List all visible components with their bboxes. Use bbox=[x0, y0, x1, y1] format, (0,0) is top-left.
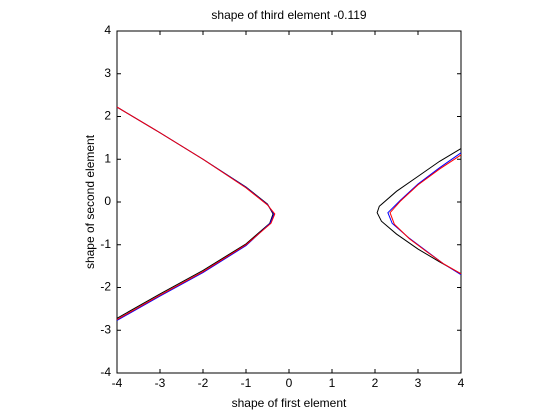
y-tick-label: -1 bbox=[100, 237, 111, 251]
x-tick-label: -1 bbox=[241, 376, 252, 390]
x-tick-label: 3 bbox=[415, 376, 422, 390]
y-tick-label: 4 bbox=[104, 23, 111, 37]
x-tick-label: 2 bbox=[372, 376, 379, 390]
x-tick-label: -4 bbox=[112, 376, 123, 390]
x-axis-label: shape of first element bbox=[232, 396, 347, 410]
y-tick-label: 3 bbox=[104, 66, 111, 80]
x-tick-label: -2 bbox=[198, 376, 209, 390]
y-tick-label: -3 bbox=[100, 322, 111, 336]
y-tick-label: 1 bbox=[104, 151, 111, 165]
y-axis-label: shape of second element bbox=[83, 134, 97, 269]
x-tick-label: -3 bbox=[155, 376, 166, 390]
x-tick-label: 1 bbox=[329, 376, 336, 390]
y-tick-label: 0 bbox=[104, 194, 111, 208]
y-tick-label: 2 bbox=[104, 109, 111, 123]
y-tick-label: -4 bbox=[100, 365, 111, 379]
x-tick-label: 4 bbox=[458, 376, 465, 390]
axes-box bbox=[116, 30, 462, 374]
y-tick-label: -2 bbox=[100, 280, 111, 294]
x-tick-label: 0 bbox=[286, 376, 293, 390]
curve bbox=[116, 106, 462, 320]
chart-title: shape of third element -0.119 bbox=[211, 8, 367, 22]
